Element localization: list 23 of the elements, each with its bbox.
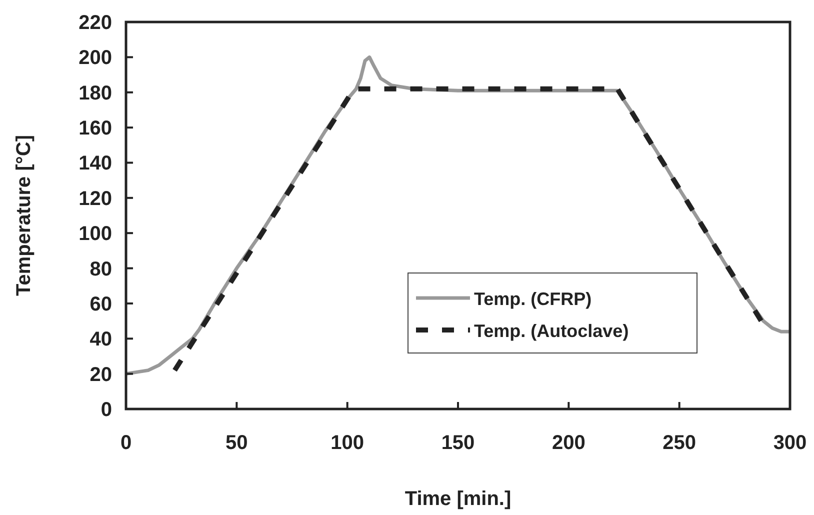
x-tick-label: 0 [120, 432, 132, 454]
y-tick-label: 120 [78, 188, 112, 210]
x-tick-label: 250 [662, 432, 696, 454]
y-tick-label: 140 [78, 152, 112, 175]
x-tick-label: 300 [773, 432, 807, 454]
y-tick-label: 40 [90, 328, 112, 351]
legend-label: Temp. (CFRP) [474, 289, 592, 309]
x-tick-label: 200 [552, 432, 586, 454]
y-tick-label: 220 [78, 12, 112, 34]
x-tick-label: 100 [330, 432, 364, 454]
y-tick-label: 200 [78, 47, 112, 70]
y-tick-label: 180 [78, 82, 112, 104]
y-axis-title: Temperature [°C] [13, 135, 35, 296]
y-tick-label: 100 [78, 223, 112, 246]
y-tick-label: 160 [78, 118, 112, 140]
y-tick-label: 0 [100, 399, 112, 421]
y-tick-label: 20 [90, 364, 112, 386]
legend-label: Temp. (Autoclave) [474, 321, 629, 341]
x-tick-label: 150 [441, 432, 475, 454]
y-tick-label: 80 [90, 258, 112, 280]
x-axis-title: Time [min.] [404, 488, 512, 510]
x-tick-label: 50 [226, 432, 248, 454]
y-tick-label: 60 [90, 293, 112, 316]
